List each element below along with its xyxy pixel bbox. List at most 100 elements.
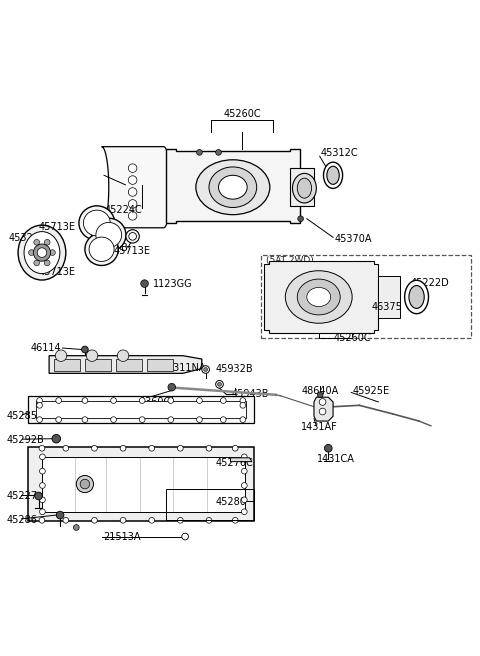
- Circle shape: [241, 497, 247, 502]
- Text: 45276C: 45276C: [215, 458, 253, 468]
- Circle shape: [39, 468, 45, 474]
- Text: 45285: 45285: [6, 411, 37, 421]
- Text: 21513A: 21513A: [104, 532, 141, 542]
- Circle shape: [240, 417, 246, 422]
- Circle shape: [36, 402, 42, 408]
- Ellipse shape: [327, 166, 339, 184]
- Circle shape: [73, 525, 79, 530]
- Circle shape: [324, 445, 332, 452]
- Bar: [85, 359, 111, 371]
- Polygon shape: [102, 147, 171, 228]
- Circle shape: [36, 417, 42, 422]
- Circle shape: [168, 383, 176, 391]
- FancyBboxPatch shape: [262, 255, 471, 338]
- Text: 45292B: 45292B: [6, 435, 44, 445]
- Polygon shape: [42, 457, 245, 512]
- Text: 45713E: 45713E: [38, 267, 75, 277]
- Text: (5AT 2WD): (5AT 2WD): [266, 256, 314, 265]
- Text: 45713E: 45713E: [114, 246, 151, 256]
- Circle shape: [49, 250, 55, 255]
- Circle shape: [56, 417, 61, 422]
- Circle shape: [319, 408, 326, 415]
- Circle shape: [56, 398, 61, 403]
- Circle shape: [317, 392, 323, 398]
- Circle shape: [128, 164, 137, 173]
- Circle shape: [128, 176, 137, 184]
- Text: 45925E: 45925E: [352, 386, 389, 396]
- Ellipse shape: [24, 232, 60, 274]
- Text: 46375: 46375: [371, 302, 402, 312]
- Ellipse shape: [285, 271, 352, 323]
- Circle shape: [197, 150, 202, 155]
- Circle shape: [298, 216, 303, 222]
- Text: 45312C: 45312C: [320, 148, 358, 158]
- Circle shape: [139, 417, 145, 422]
- Polygon shape: [49, 356, 202, 373]
- Text: 46114: 46114: [30, 343, 61, 353]
- Circle shape: [82, 346, 88, 353]
- Circle shape: [55, 350, 67, 361]
- Bar: [116, 359, 142, 371]
- Circle shape: [63, 518, 69, 523]
- Circle shape: [35, 492, 42, 500]
- Circle shape: [202, 365, 209, 373]
- Bar: [147, 359, 173, 371]
- Text: 45320E: 45320E: [9, 234, 46, 243]
- Circle shape: [117, 350, 129, 361]
- Circle shape: [241, 454, 247, 460]
- Circle shape: [39, 454, 45, 460]
- Circle shape: [232, 518, 238, 523]
- Circle shape: [168, 417, 174, 422]
- Circle shape: [241, 509, 247, 514]
- Circle shape: [39, 483, 45, 488]
- Bar: [36, 401, 246, 418]
- Polygon shape: [264, 261, 378, 333]
- Text: 45713E: 45713E: [38, 222, 75, 232]
- Circle shape: [111, 398, 116, 403]
- Circle shape: [120, 518, 126, 523]
- Circle shape: [319, 399, 326, 405]
- Text: 1123GG: 1123GG: [153, 279, 193, 289]
- Polygon shape: [314, 397, 333, 421]
- Text: 45224C: 45224C: [105, 205, 142, 215]
- Circle shape: [241, 483, 247, 488]
- Ellipse shape: [218, 175, 247, 199]
- Circle shape: [197, 398, 202, 403]
- Circle shape: [36, 398, 42, 403]
- Circle shape: [232, 445, 238, 451]
- Circle shape: [29, 250, 34, 255]
- Circle shape: [92, 518, 97, 523]
- Text: 45280: 45280: [215, 497, 246, 507]
- Circle shape: [39, 497, 45, 502]
- Circle shape: [52, 434, 60, 443]
- Text: 45227: 45227: [6, 491, 37, 501]
- Circle shape: [80, 480, 90, 489]
- Circle shape: [216, 150, 221, 155]
- Polygon shape: [166, 149, 300, 223]
- Circle shape: [37, 248, 47, 257]
- Bar: [54, 359, 80, 371]
- Ellipse shape: [79, 206, 115, 240]
- Ellipse shape: [405, 280, 429, 314]
- Circle shape: [39, 509, 45, 514]
- Text: 1431AF: 1431AF: [301, 422, 338, 432]
- Circle shape: [240, 402, 246, 408]
- Circle shape: [39, 518, 45, 523]
- Circle shape: [128, 188, 137, 196]
- Circle shape: [182, 533, 189, 540]
- Ellipse shape: [96, 222, 121, 247]
- Polygon shape: [230, 458, 252, 462]
- Circle shape: [139, 398, 145, 403]
- Text: 1360GJ: 1360GJ: [140, 397, 175, 407]
- Text: 45932B: 45932B: [215, 363, 253, 373]
- Ellipse shape: [297, 279, 340, 315]
- Ellipse shape: [126, 230, 139, 243]
- Circle shape: [240, 398, 246, 403]
- Ellipse shape: [129, 233, 136, 240]
- Ellipse shape: [292, 173, 316, 203]
- Ellipse shape: [18, 225, 66, 280]
- Text: 45260C: 45260C: [333, 333, 371, 344]
- Circle shape: [241, 468, 247, 474]
- Circle shape: [92, 445, 97, 451]
- Text: 45370A: 45370A: [335, 234, 372, 244]
